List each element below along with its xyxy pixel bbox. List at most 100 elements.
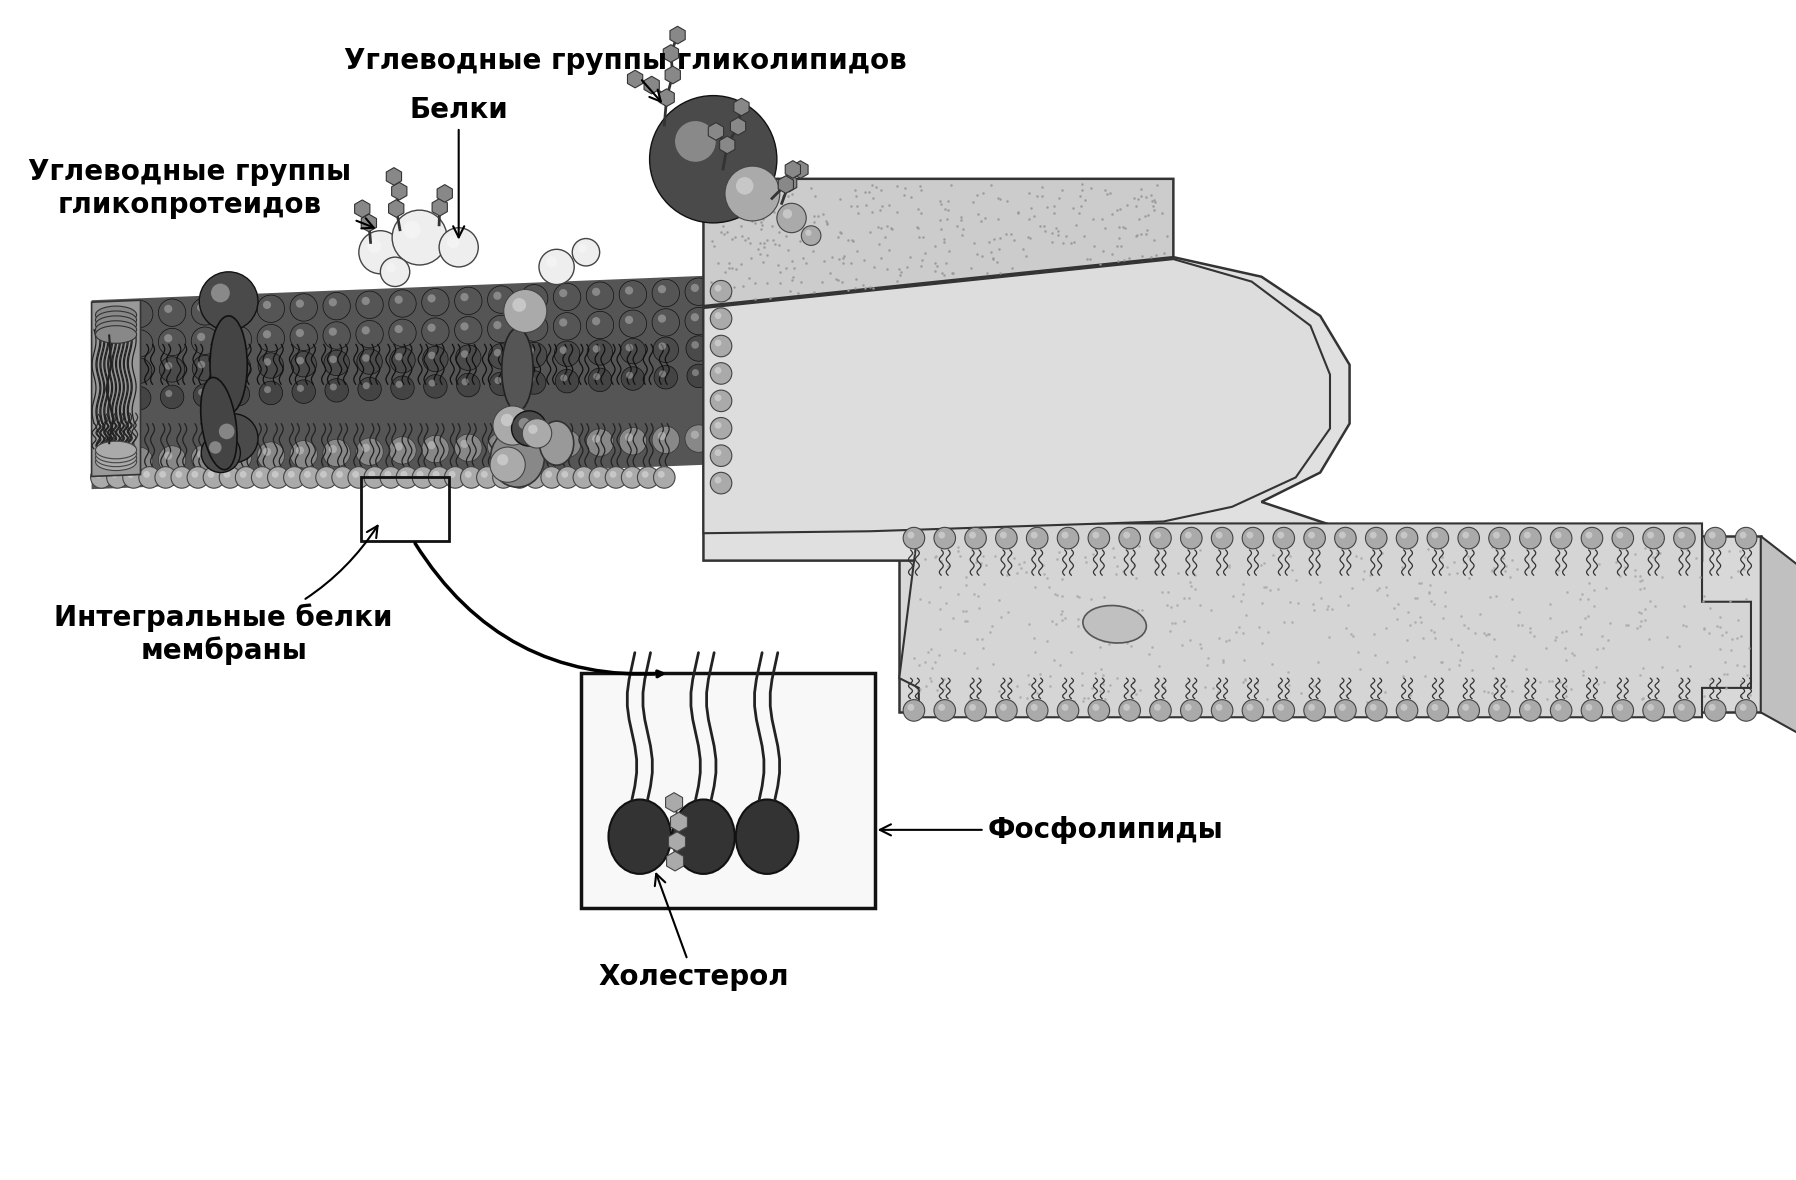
- Circle shape: [824, 363, 830, 371]
- Circle shape: [501, 414, 514, 426]
- Circle shape: [210, 283, 230, 302]
- Circle shape: [620, 427, 647, 455]
- Circle shape: [718, 424, 745, 451]
- Circle shape: [589, 368, 612, 392]
- Circle shape: [1647, 704, 1654, 710]
- Circle shape: [198, 361, 205, 368]
- Circle shape: [884, 328, 909, 353]
- Circle shape: [955, 330, 963, 339]
- Circle shape: [981, 413, 1009, 440]
- Circle shape: [230, 448, 239, 457]
- Circle shape: [1462, 532, 1469, 538]
- Circle shape: [718, 334, 744, 360]
- Polygon shape: [92, 300, 140, 477]
- Circle shape: [357, 349, 383, 374]
- Circle shape: [954, 274, 963, 282]
- Circle shape: [573, 238, 600, 266]
- Circle shape: [654, 366, 677, 389]
- Circle shape: [1020, 300, 1027, 308]
- Circle shape: [232, 387, 239, 394]
- Circle shape: [158, 328, 185, 355]
- Ellipse shape: [95, 321, 136, 339]
- Circle shape: [627, 372, 634, 379]
- Circle shape: [508, 466, 530, 489]
- Circle shape: [995, 700, 1017, 721]
- Circle shape: [605, 466, 627, 489]
- Circle shape: [593, 345, 600, 353]
- Circle shape: [521, 342, 546, 368]
- Circle shape: [427, 441, 436, 450]
- Circle shape: [801, 225, 821, 245]
- Circle shape: [709, 362, 731, 385]
- Circle shape: [357, 378, 381, 401]
- Circle shape: [1031, 532, 1038, 538]
- Circle shape: [1401, 532, 1408, 538]
- Circle shape: [559, 435, 568, 444]
- Circle shape: [95, 388, 119, 412]
- Circle shape: [330, 384, 338, 391]
- Circle shape: [1740, 704, 1746, 710]
- Circle shape: [93, 360, 119, 385]
- Circle shape: [817, 420, 844, 447]
- Circle shape: [1088, 527, 1110, 549]
- Circle shape: [413, 466, 435, 489]
- Circle shape: [857, 362, 864, 369]
- Circle shape: [988, 329, 995, 337]
- Circle shape: [192, 297, 219, 325]
- Circle shape: [1052, 417, 1061, 425]
- Circle shape: [1586, 704, 1593, 710]
- Circle shape: [291, 352, 316, 376]
- Circle shape: [988, 358, 995, 365]
- Circle shape: [460, 322, 469, 330]
- Circle shape: [691, 341, 699, 349]
- Circle shape: [363, 354, 370, 362]
- Circle shape: [1122, 704, 1130, 710]
- Circle shape: [546, 471, 551, 478]
- Circle shape: [557, 466, 578, 489]
- Circle shape: [296, 329, 304, 337]
- Circle shape: [1365, 700, 1387, 721]
- Circle shape: [323, 293, 350, 320]
- Circle shape: [715, 421, 722, 428]
- Circle shape: [93, 330, 120, 359]
- Circle shape: [756, 428, 765, 437]
- Circle shape: [388, 437, 417, 464]
- Circle shape: [981, 267, 1009, 294]
- Circle shape: [715, 477, 722, 484]
- Circle shape: [325, 379, 348, 402]
- Circle shape: [1180, 527, 1202, 549]
- Circle shape: [223, 471, 230, 478]
- Circle shape: [530, 471, 535, 478]
- Circle shape: [964, 700, 986, 721]
- Circle shape: [395, 442, 402, 451]
- Circle shape: [578, 244, 587, 253]
- Circle shape: [381, 466, 402, 489]
- Circle shape: [553, 283, 580, 310]
- Circle shape: [417, 471, 424, 478]
- Polygon shape: [92, 261, 1076, 490]
- Circle shape: [675, 122, 717, 162]
- Circle shape: [300, 466, 321, 489]
- Circle shape: [855, 307, 864, 315]
- Circle shape: [1243, 700, 1264, 721]
- Circle shape: [316, 466, 338, 489]
- Circle shape: [521, 432, 548, 459]
- Circle shape: [790, 309, 797, 317]
- Circle shape: [950, 326, 975, 350]
- Circle shape: [336, 471, 343, 478]
- Circle shape: [487, 433, 515, 460]
- Circle shape: [718, 306, 745, 334]
- Circle shape: [519, 418, 530, 430]
- Circle shape: [686, 365, 711, 388]
- Circle shape: [593, 434, 600, 442]
- Circle shape: [422, 435, 449, 463]
- Circle shape: [559, 289, 568, 297]
- Circle shape: [1674, 527, 1695, 549]
- Circle shape: [1555, 704, 1561, 710]
- Circle shape: [715, 394, 722, 401]
- Circle shape: [1052, 299, 1061, 307]
- Circle shape: [122, 466, 144, 489]
- Circle shape: [657, 286, 666, 294]
- Circle shape: [577, 471, 584, 478]
- Circle shape: [262, 330, 271, 339]
